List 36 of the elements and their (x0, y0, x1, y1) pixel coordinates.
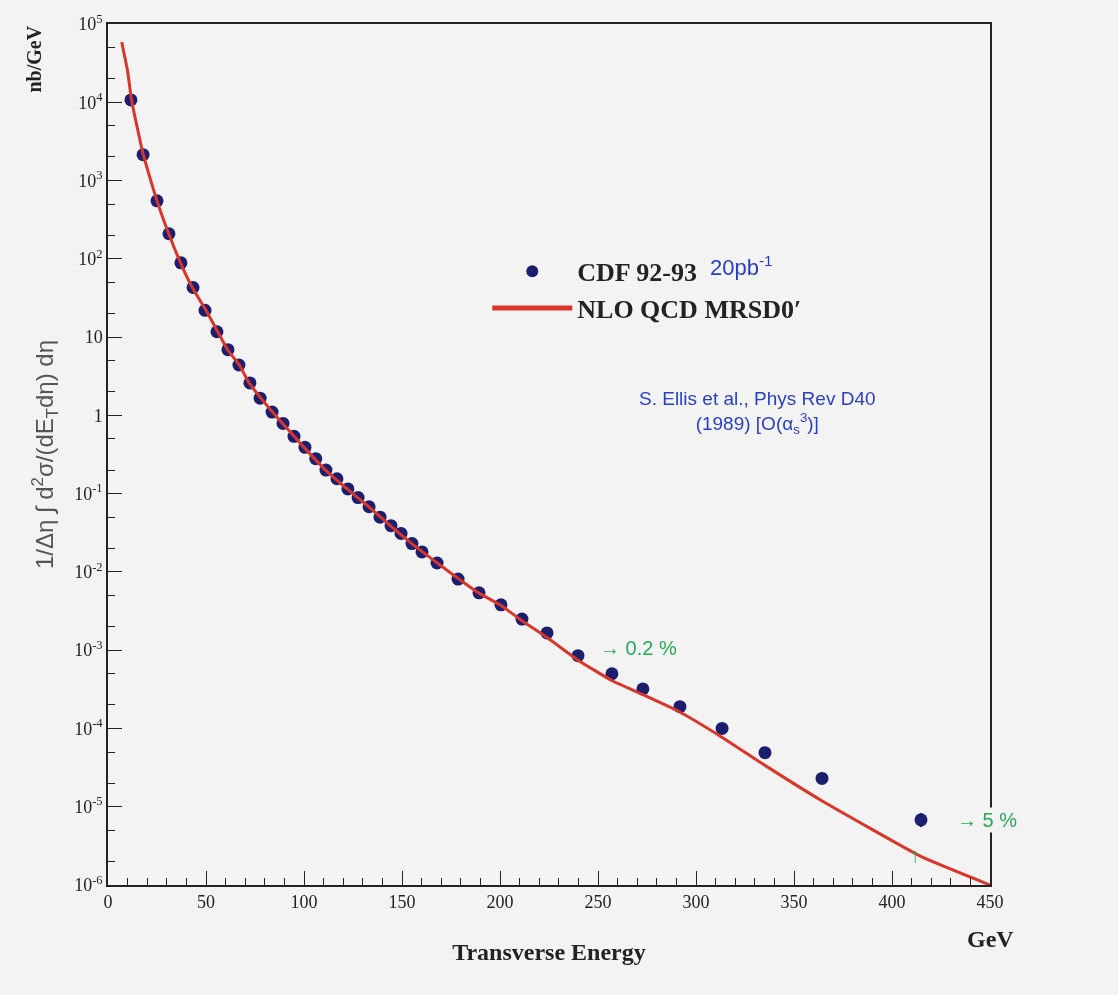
x-tick-label: 250 (584, 892, 612, 913)
annotation: → 5 % (957, 809, 1018, 831)
y-tick-label: 1 (93, 405, 103, 426)
y-tick-label: 10$^{-2}$ (74, 559, 103, 583)
annotation: S. Ellis et al., Phys Rev D40 (1989) [O(α$_{s}$$^{3}$)] (639, 388, 876, 437)
x-tick-label: 100 (290, 892, 318, 913)
y-tick-label: 10$^{-6}$ (74, 872, 103, 896)
legend-label: NLO QCD MRSD0′ (577, 295, 802, 325)
text: nb/GeV (22, 25, 45, 93)
point (715, 721, 729, 735)
x-tick-label: 400 (878, 892, 906, 913)
x-tick-label: 0 (103, 892, 113, 913)
point (758, 746, 772, 760)
y-tick-label: 10$^{5}$ (78, 11, 103, 35)
y-tick-label: 10$^{-1}$ (74, 481, 103, 504)
x-tick-label: 50 (197, 892, 215, 913)
x-tick-label: 300 (682, 892, 710, 913)
annotation: → 0.2 % (600, 637, 677, 659)
x-tick-label: 150 (388, 892, 416, 913)
x-axis-title: Transverse Energy (452, 939, 646, 966)
y-tick-label: 10 (84, 327, 103, 348)
annotation: ↑ (910, 844, 920, 866)
legend-label: CDF 92-93 (577, 258, 697, 288)
text: GeV (967, 926, 1015, 952)
y-tick-label: 10$^{3}$ (78, 168, 103, 191)
x-tick-label: 450 (976, 892, 1004, 913)
point (605, 667, 619, 681)
y-tick-label: 10$^{4}$ (78, 90, 104, 113)
y-tick-label: 10$^{2}$ (78, 246, 103, 270)
y-tick-label: 10$^{-5}$ (74, 794, 103, 818)
y-tick-label: 10$^{-3}$ (74, 637, 103, 661)
point (815, 771, 829, 785)
annotation: 20pb$^{-1}$ (710, 252, 773, 281)
y-tick-label: 10$^{-4}$ (74, 716, 104, 739)
x-tick-label: 200 (486, 892, 514, 913)
x-tick-label: 350 (780, 892, 808, 913)
